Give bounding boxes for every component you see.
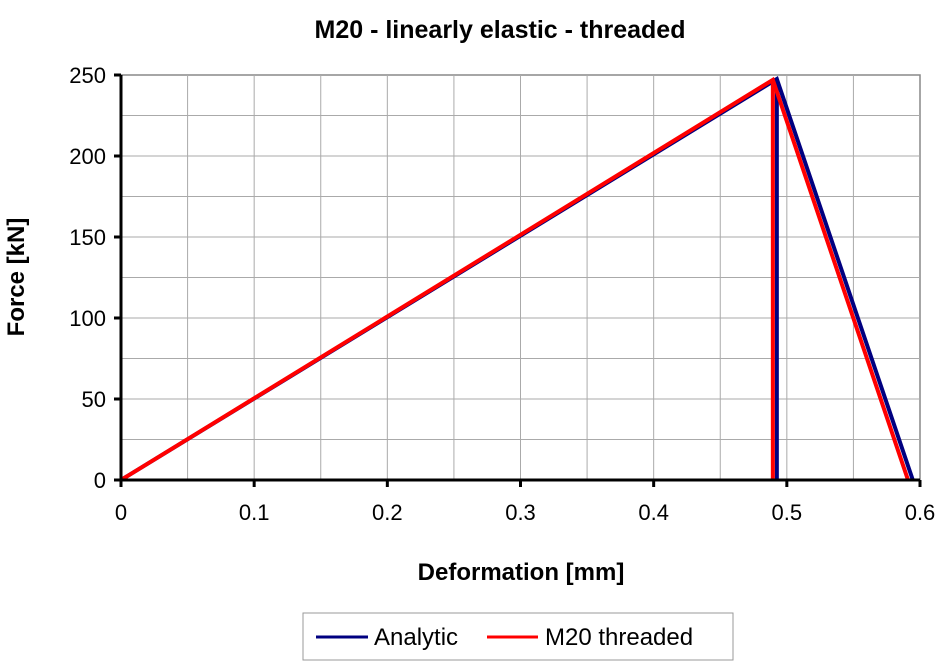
- y-axis-label: Force [kN]: [3, 218, 30, 337]
- x-axis-label: Deformation [mm]: [418, 559, 625, 586]
- y-tick-label: 200: [69, 144, 106, 169]
- series-layer: [119, 76, 915, 482]
- grid: [120, 74, 921, 481]
- x-tick-label: 0.1: [239, 500, 270, 525]
- x-tick-label: 0.3: [505, 500, 536, 525]
- x-tick-label: 0.2: [372, 500, 403, 525]
- chart-title: M20 - linearly elastic - threaded: [315, 16, 686, 44]
- y-tick-label: 50: [82, 387, 106, 412]
- legend-label-m20-threaded: M20 threaded: [545, 624, 693, 651]
- x-tick-label: 0.6: [905, 500, 936, 525]
- x-tick-label: 0: [115, 500, 127, 525]
- x-tick-label: 0.4: [638, 500, 669, 525]
- y-tick-label: 0: [94, 468, 106, 493]
- y-tick-label: 150: [69, 225, 106, 250]
- x-tick-label: 0.5: [772, 500, 803, 525]
- y-tick-label: 100: [69, 306, 106, 331]
- y-tick-label: 250: [69, 63, 106, 88]
- axes: 0 0.1 0.2 0.3 0.4 0.5 0.6 0 50 100 150 200 250: [69, 63, 935, 525]
- legend: Analytic M20 threaded: [302, 612, 734, 661]
- legend-label-analytic: Analytic: [374, 624, 458, 651]
